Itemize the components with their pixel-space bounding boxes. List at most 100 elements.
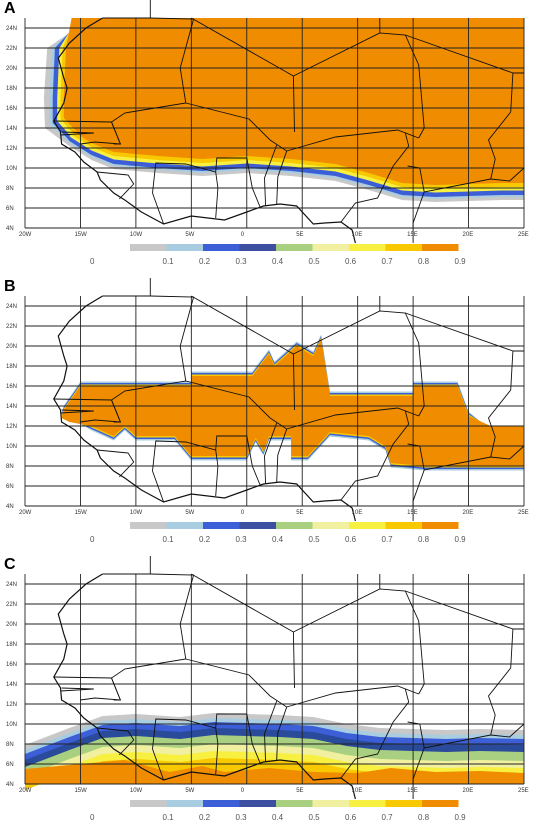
lat-label: 24N — [6, 304, 17, 310]
country-border — [418, 683, 425, 695]
colorbar-segment — [349, 800, 386, 807]
country-border — [215, 449, 219, 497]
lon-label: 10E — [352, 510, 363, 516]
lon-label: 15E — [407, 788, 418, 794]
lon-label: 15W — [74, 232, 87, 238]
lon-label: 20E — [463, 510, 474, 516]
country-border — [215, 727, 219, 775]
colorbar-tick: 0.4 — [272, 535, 284, 544]
lat-label: 10N — [6, 166, 17, 172]
map-a: 24N 22N 20N 18N 16N 14N 12N 10N 8N 6N 4N 20W 15W 10W 5… — [6, 0, 529, 266]
colorbar-tick: 0.6 — [345, 813, 357, 822]
lat-label: 6N — [6, 762, 14, 768]
country-border — [405, 590, 514, 630]
country-border — [246, 435, 261, 486]
lat-label: 4N — [6, 782, 14, 788]
colorbar-segment — [349, 244, 386, 251]
country-border — [264, 422, 278, 485]
lon-label: 25E — [518, 510, 529, 516]
lon-label: 20W — [19, 788, 32, 794]
lat-label: 24N — [6, 582, 17, 588]
grid — [24, 574, 525, 785]
colorbar-segment — [385, 522, 422, 529]
country-border — [191, 295, 294, 355]
lat-label: 20N — [6, 622, 17, 628]
colorbar-tick: 0.5 — [309, 257, 321, 266]
colorbar-tick: 0.1 — [163, 813, 175, 822]
colorbar-segment — [422, 800, 459, 807]
colorbar-tick: 0.2 — [199, 257, 211, 266]
colorbar: 0 0.1 0.2 0.3 0.4 0.5 0.6 0.7 0.8 0.9 — [90, 800, 466, 822]
lon-label: 20E — [463, 232, 474, 238]
lon-label: 5W — [185, 510, 194, 516]
lat-label: 10N — [6, 444, 17, 450]
colorbar-segment — [385, 800, 422, 807]
country-border — [102, 278, 151, 297]
colorbar-segment — [312, 800, 349, 807]
lon-label: 0 — [241, 788, 245, 794]
lon-label: 10W — [130, 232, 143, 238]
country-border — [191, 573, 294, 633]
lat-label: 20N — [6, 344, 17, 350]
coastline — [53, 573, 356, 800]
lat-label: 6N — [6, 484, 14, 490]
country-border — [53, 676, 122, 701]
lat-label: 14N — [6, 404, 17, 410]
panel-a: A 24N 22N 20N 18N 16N 14N 12N 10N 8N 6N 4N 20W 15W 10… — [0, 0, 536, 278]
country-border — [487, 72, 524, 180]
lat-label: 4N — [6, 226, 14, 232]
panel-label: B — [4, 278, 16, 295]
colorbar-segment — [312, 244, 349, 251]
lon-label: 10W — [130, 510, 143, 516]
map-b: 24N 22N 20N 18N 16N 14N 12N 10N 8N 6N 4N 20W 15W 10W 5… — [6, 278, 529, 544]
country-border — [405, 34, 514, 74]
country-border — [185, 658, 288, 761]
colorbar-tick: 0 — [90, 257, 95, 266]
country-border — [407, 721, 525, 749]
lon-label: 5E — [296, 788, 303, 794]
lon-label: 5W — [185, 232, 194, 238]
colorbar-tick: 0.3 — [236, 257, 248, 266]
country-border — [185, 102, 288, 205]
lat-label: 16N — [6, 384, 17, 390]
country-border — [215, 171, 219, 219]
country-border — [152, 192, 165, 225]
country-border — [412, 469, 425, 521]
coastline — [53, 295, 356, 522]
colorbar-tick: 0.4 — [272, 257, 284, 266]
panel-c: C 24N 22N 20N 18N 16N 14N 12N 10N 8N 6N 4N 20W 15W 10… — [0, 556, 536, 834]
colorbar-segment — [239, 800, 276, 807]
colorbar-segment — [239, 522, 276, 529]
panel-label: A — [4, 0, 16, 17]
country-border — [292, 310, 425, 411]
colorbar-tick: 0.8 — [418, 257, 430, 266]
lat-label: 12N — [6, 146, 17, 152]
lat-label: 4N — [6, 504, 14, 510]
lat-label: 8N — [6, 186, 14, 192]
country-border — [286, 129, 419, 152]
country-border — [407, 165, 525, 193]
colorbar-tick: 0 — [90, 813, 95, 822]
country-border — [340, 688, 410, 779]
colorbar-tick: 0.6 — [345, 257, 357, 266]
country-border — [405, 312, 514, 352]
colorbar-segment — [312, 522, 349, 529]
country-border — [102, 556, 151, 575]
country-border — [185, 380, 288, 483]
colorbar-segment — [385, 244, 422, 251]
country-border — [286, 685, 419, 708]
panel-b: B 24N 22N 20N 18N 16N 14N 12N 10N 8N 6N 4N 20W 15W 10… — [0, 278, 536, 556]
map-fills — [25, 713, 524, 790]
colorbar-segment — [130, 244, 167, 251]
colorbar-tick: 0.2 — [199, 535, 211, 544]
country-border — [191, 17, 294, 77]
colorbar-tick: 0.2 — [199, 813, 211, 822]
lon-label: 15W — [74, 510, 87, 516]
lon-label: 20W — [19, 510, 32, 516]
colorbar: 0 0.1 0.2 0.3 0.4 0.5 0.6 0.7 0.8 0.9 — [90, 244, 466, 266]
map-c: 24N 22N 20N 18N 16N 14N 12N 10N 8N 6N 4N 20W 15W 10W 5… — [6, 556, 529, 822]
lon-label: 25E — [518, 788, 529, 794]
country-border — [97, 171, 135, 200]
panel-label: C — [4, 556, 16, 573]
colorbar-segment — [203, 244, 240, 251]
